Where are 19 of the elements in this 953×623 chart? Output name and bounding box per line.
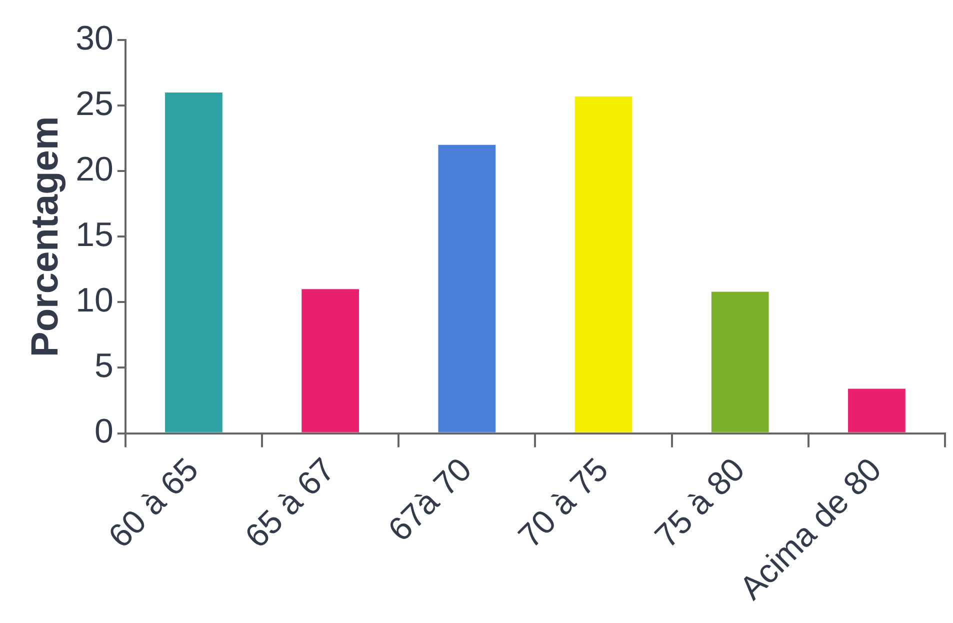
bar (165, 92, 222, 432)
x-tick-label: 70 à 75 (510, 450, 615, 555)
y-tick-label: 0 (94, 412, 114, 451)
bar (711, 292, 769, 432)
y-tick-label: 30 (76, 19, 114, 58)
bar (438, 144, 496, 432)
bar (848, 388, 906, 432)
y-tick-label: 10 (76, 282, 114, 320)
x-tick-label: 67à 70 (380, 450, 478, 548)
y-tick-label: 15 (76, 216, 114, 254)
y-tick-label: 20 (76, 150, 114, 188)
bar (302, 289, 359, 432)
x-tick-label: 65 à 67 (238, 450, 342, 555)
y-axis-title: Porcentagem (24, 116, 66, 358)
x-tick-label: 75 à 80 (647, 450, 752, 555)
x-tick-label: 60 à 65 (101, 450, 206, 555)
bar (574, 96, 632, 432)
y-tick-label: 25 (76, 84, 114, 123)
y-tick-label: 5 (94, 347, 114, 386)
